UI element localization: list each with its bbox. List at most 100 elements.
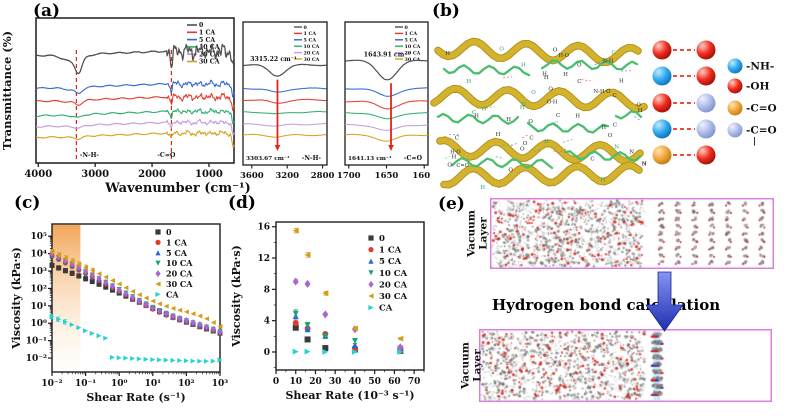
svg-text:10 CA: 10 CA (405, 44, 421, 50)
svg-text:10 CA: 10 CA (304, 44, 320, 50)
svg-text:10⁻²: 10⁻² (26, 354, 47, 364)
panel-e-label: (e) (438, 194, 465, 214)
svg-text:10⁵: 10⁵ (31, 232, 48, 242)
svg-text:O: O (636, 103, 641, 109)
svg-text:H: H (445, 51, 450, 57)
svg-text:3303.67 cm⁻¹: 3303.67 cm⁻¹ (246, 155, 290, 162)
svg-text:O: O (520, 146, 525, 152)
svg-text:5 CA: 5 CA (405, 38, 418, 44)
svg-text:N-H: N-H (603, 59, 614, 65)
down-arrow-icon (645, 271, 684, 332)
svg-text:1650: 1650 (375, 171, 399, 181)
svg-text:4000: 4000 (24, 169, 52, 180)
svg-text:CA: CA (379, 304, 393, 314)
svg-text:H: H (496, 132, 501, 138)
svg-text:C: C (613, 93, 617, 99)
svg-text:N: N (614, 145, 619, 151)
svg-text:H: H (506, 117, 511, 123)
svg-text:O: O (577, 62, 582, 68)
svg-text:-C=O: -C=O (746, 103, 777, 115)
svg-text:H: H (601, 125, 606, 131)
svg-text:|: | (753, 137, 756, 147)
svg-text:H: H (520, 105, 525, 111)
svg-text:20 CA: 20 CA (199, 51, 220, 58)
svg-text:30: 30 (329, 377, 342, 387)
viscosity-log-plot-panel: 10⁻² 10⁻¹ 10⁰ 10¹ 10² 10³ 10⁻² 10⁻¹ 10⁰ 10¹ 10² 10³… (10, 223, 228, 404)
svg-text:Wavenumber (cm⁻¹): Wavenumber (cm⁻¹) (104, 181, 251, 196)
svg-text:O: O (608, 133, 613, 139)
svg-text:10⁻²: 10⁻² (41, 379, 62, 389)
svg-text:30 CA: 30 CA (199, 59, 220, 66)
svg-text:1 CA: 1 CA (166, 237, 188, 247)
svg-text:10⁻¹: 10⁻¹ (75, 379, 96, 389)
svg-text:O: O (447, 162, 452, 168)
svg-text:-N-H-: -N-H- (80, 152, 100, 159)
md-simulation-top-box (490, 198, 774, 269)
svg-text:C: C (613, 122, 617, 128)
svg-text:C=O: C=O (456, 163, 469, 169)
svg-text:O: O (499, 47, 504, 53)
svg-text:N: N (629, 150, 634, 156)
svg-text:C: C (611, 50, 615, 56)
svg-text:0: 0 (264, 348, 270, 358)
svg-text:16: 16 (257, 223, 270, 233)
svg-text:-NH-: -NH- (746, 61, 774, 73)
vacuum-layer-label-bottom: Vacuum Layer (459, 342, 484, 389)
svg-text:30 CA: 30 CA (304, 57, 320, 63)
svg-text:H: H (544, 75, 549, 81)
svg-text:1 CA: 1 CA (199, 30, 215, 37)
svg-text:0: 0 (166, 227, 172, 237)
svg-text:Viscosity (kPa·s): Viscosity (kPa·s) (230, 245, 243, 348)
svg-text:0: 0 (304, 25, 308, 31)
svg-text:H: H (575, 114, 580, 120)
svg-text:70: 70 (408, 377, 421, 387)
md-simulation-bottom-box (479, 329, 772, 402)
svg-text:30 CA: 30 CA (166, 279, 193, 289)
svg-text:C: C (455, 136, 459, 142)
panel-c-label: (c) (14, 193, 41, 213)
svg-text:3315.22 cm⁻¹: 3315.22 cm⁻¹ (250, 56, 297, 63)
svg-text:H: H (563, 72, 568, 78)
svg-text:O: O (531, 90, 536, 96)
svg-text:10²: 10² (31, 284, 48, 294)
svg-text:-N-H-: -N-H- (302, 155, 322, 162)
svg-text:10⁴: 10⁴ (31, 250, 48, 260)
svg-text:2000: 2000 (138, 169, 166, 180)
svg-text:C: C (529, 135, 533, 141)
svg-text:CA: CA (166, 289, 179, 299)
svg-text:Viscosity (kPa·s): Viscosity (kPa·s) (10, 247, 23, 350)
svg-text:H: H (521, 62, 526, 68)
svg-text:H: H (466, 79, 471, 85)
svg-text:0: 0 (405, 25, 409, 31)
svg-text:10⁰: 10⁰ (31, 319, 48, 329)
svg-text:H: H (544, 139, 549, 145)
svg-text:10 CA: 10 CA (166, 258, 193, 268)
svg-text:10 CA: 10 CA (379, 269, 408, 279)
svg-text:O: O (528, 119, 533, 125)
svg-text:O: O (482, 106, 487, 112)
svg-text:40: 40 (349, 377, 362, 387)
svg-text:H-O: H-O (559, 53, 570, 59)
svg-text:H-O: H-O (450, 149, 461, 155)
svg-text:10 CA: 10 CA (199, 44, 220, 51)
svg-text:-C=O: -C=O (404, 155, 423, 162)
svg-text:H: H (452, 155, 457, 161)
svg-text:H: H (474, 114, 479, 120)
svg-text:C: C (577, 79, 581, 85)
svg-text:-OH: -OH (746, 81, 770, 93)
panel-b-label: (b) (432, 1, 460, 21)
panel-d-label: (d) (228, 193, 256, 213)
svg-text:12: 12 (257, 254, 270, 264)
svg-text:1700: 1700 (337, 171, 361, 181)
svg-text:H: H (542, 71, 547, 77)
svg-text:O: O (523, 141, 528, 147)
svg-text:H: H (619, 78, 624, 84)
viscosity-linear-plot-panel: 0 10 20 30 40 50 60 70 0 4 8 12 16 Shear Rate (10⁻³ s… (230, 221, 425, 402)
svg-text:3600: 3600 (240, 171, 264, 181)
svg-text:-C=O: -C=O (746, 125, 777, 137)
svg-text:60: 60 (388, 377, 401, 387)
svg-text:5 CA: 5 CA (379, 257, 402, 267)
svg-text:1 CA: 1 CA (405, 31, 418, 37)
svg-text:C: C (554, 121, 558, 127)
